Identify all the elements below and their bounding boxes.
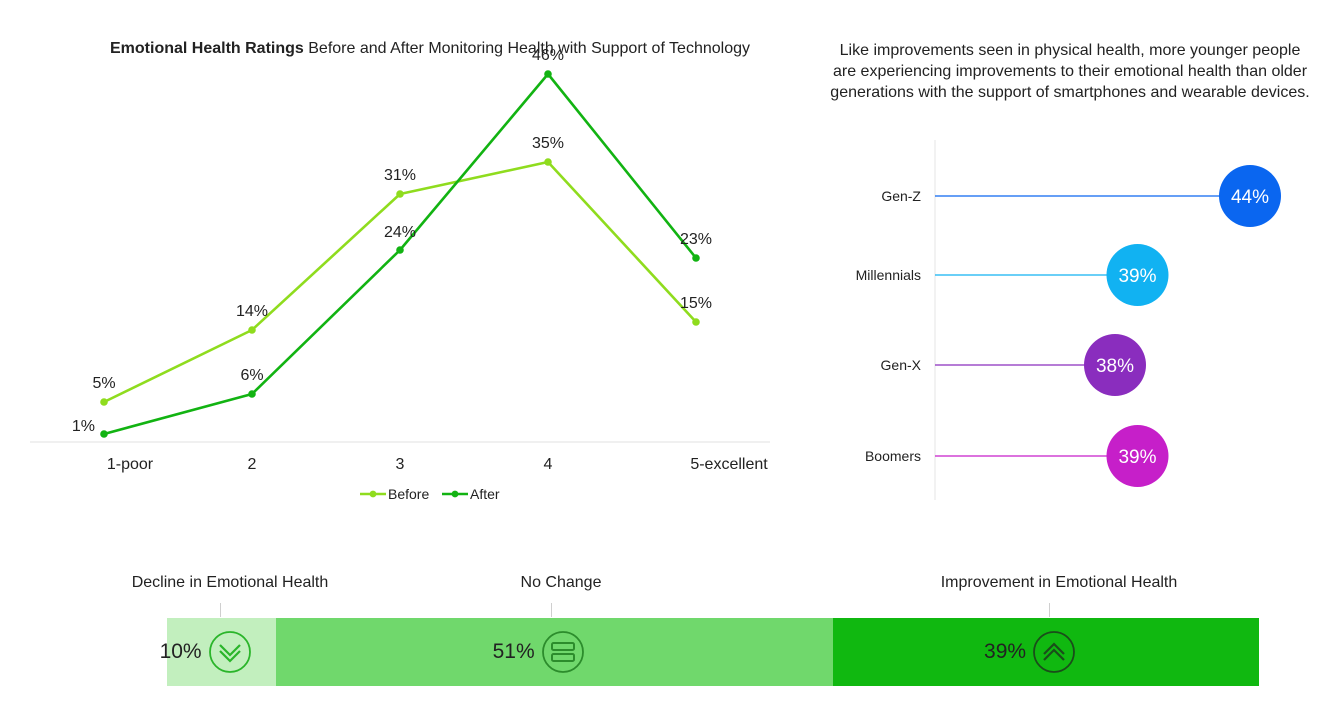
- line-chart-title-rest: Before and After Monitoring Health with …: [303, 40, 750, 57]
- segment-label-tick: [220, 603, 221, 617]
- data-point: [396, 246, 404, 254]
- data-label: 46%: [532, 47, 564, 64]
- value-label: 44%: [1231, 187, 1269, 208]
- value-label: 39%: [1118, 447, 1156, 468]
- x-tick-label: 2: [248, 456, 257, 473]
- segment-label-tick: [1049, 603, 1050, 617]
- legend-marker: [369, 490, 377, 498]
- category-label: Millennials: [856, 267, 921, 283]
- value-label: 38%: [1096, 356, 1134, 377]
- data-point: [544, 158, 552, 166]
- line-chart-title-bold: Emotional Health Ratings: [110, 40, 304, 57]
- segment-value-label: 51%: [492, 640, 535, 663]
- data-label: 15%: [680, 295, 712, 312]
- data-label: 1%: [72, 418, 95, 435]
- data-point: [692, 254, 700, 262]
- category-label: Boomers: [865, 448, 921, 464]
- data-label: 24%: [384, 224, 416, 241]
- segment-category-label: Improvement in Emotional Health: [940, 574, 1178, 591]
- chevron-down-icon: [208, 631, 251, 673]
- data-point: [100, 398, 108, 406]
- lollipop-chart-title: Like improvements seen in physical healt…: [830, 42, 1310, 101]
- data-point: [248, 390, 256, 398]
- stacked-segment: [276, 618, 834, 686]
- data-label: 31%: [384, 167, 416, 184]
- data-label: 5%: [92, 375, 115, 392]
- segment-value-label: 10%: [159, 640, 202, 663]
- value-label: 39%: [1118, 266, 1156, 287]
- category-label: Gen-Z: [881, 188, 921, 204]
- data-point: [100, 430, 108, 438]
- data-label: 6%: [240, 367, 263, 384]
- line-chart: 1-poor 2 3 4 5-excellent 5% 14% 31% 35% 15% 1% 6% 24…: [30, 47, 770, 502]
- series-line-before: [103, 160, 697, 404]
- data-label: 35%: [532, 135, 564, 152]
- data-point: [692, 318, 700, 326]
- lollipop-bubble: [1106, 425, 1169, 487]
- data-label: 14%: [236, 303, 268, 320]
- lollipop-bubble: [1084, 334, 1146, 396]
- lollipop-bubble: [1106, 244, 1169, 306]
- lollipop-bubble: [1219, 165, 1281, 227]
- data-point: [248, 326, 256, 334]
- data-point: [396, 190, 404, 198]
- lollipop-chart: Gen-Z 44% Millennials 39% Gen-X 38% Boomers 39%: [856, 140, 1281, 500]
- data-point: [544, 70, 552, 78]
- x-tick-label: 4: [544, 456, 553, 473]
- x-tick-label: 5-excellent: [690, 456, 768, 473]
- segment-value-label: 39%: [984, 640, 1027, 663]
- equals-icon: [541, 631, 584, 673]
- segment-label-tick: [551, 603, 552, 617]
- data-label: 23%: [680, 231, 712, 248]
- series-line-after: [103, 72, 698, 436]
- segment-category-label: No Change: [520, 574, 602, 591]
- line-chart-title: Emotional Health Ratings Before and Afte…: [0, 40, 860, 58]
- legend-label-before: Before: [388, 486, 429, 502]
- x-tick-label: 1-poor: [107, 456, 154, 473]
- legend-label-after: After: [470, 486, 500, 502]
- legend-marker: [451, 490, 459, 498]
- segment-category-label: Decline in Emotional Health: [131, 574, 329, 591]
- x-tick-label: 3: [396, 456, 405, 473]
- chevron-up-icon: [1033, 631, 1075, 673]
- category-label: Gen-X: [881, 357, 922, 373]
